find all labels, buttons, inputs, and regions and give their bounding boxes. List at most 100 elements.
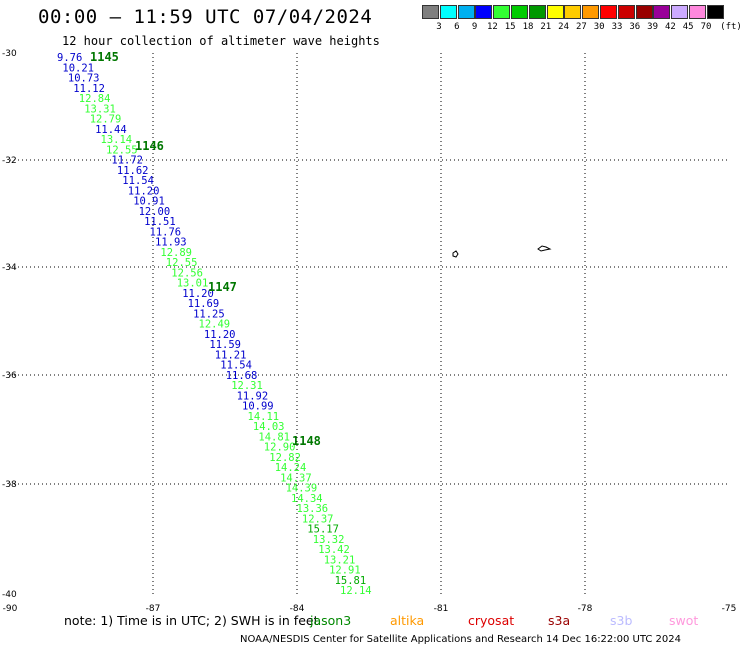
island-small <box>452 250 459 258</box>
swh-value: 13.32 <box>313 534 345 546</box>
swh-value: 11.92 <box>237 390 269 402</box>
swh-value: 13.14 <box>101 134 133 146</box>
swh-value: 12.91 <box>329 565 361 577</box>
swh-value: 12.89 <box>160 247 192 259</box>
swh-value: 11.69 <box>188 298 220 310</box>
swh-value: 11.25 <box>193 308 225 320</box>
satellite-jason3: jason3 <box>310 613 352 628</box>
scale-label: 45 <box>682 22 694 32</box>
swh-value: 13.36 <box>297 503 329 515</box>
swh-value: 11.51 <box>144 216 176 228</box>
swh-value: 11.12 <box>73 83 105 95</box>
lon-label: -84 <box>290 604 305 614</box>
scale-label: 70 <box>700 22 712 32</box>
swh-value: 12.55 <box>166 257 198 269</box>
scale-label: 30 <box>593 22 605 32</box>
scale-label: 39 <box>647 22 659 32</box>
satellite-s3b: s3b <box>610 613 633 628</box>
scale-swatch <box>706 5 724 19</box>
credit-line: NOAA/NESDIS Center for Satellite Applica… <box>240 634 682 645</box>
scale-label: 6 <box>454 22 460 32</box>
scale-swatch <box>689 5 706 19</box>
swh-value: 11.72 <box>111 155 143 167</box>
swh-value: 12.79 <box>90 114 122 126</box>
swh-value: 11.20 <box>204 329 236 341</box>
satellite-cryosat: cryosat <box>468 613 515 628</box>
swh-value: 15.81 <box>335 575 367 587</box>
lat-label: -32 <box>2 156 17 166</box>
swh-value: 11.44 <box>95 124 127 136</box>
scale-swatch <box>546 5 564 19</box>
scale-swatch <box>617 5 635 19</box>
swh-value: 14.34 <box>291 493 323 505</box>
scale-swatch <box>493 5 511 19</box>
satellite-swot: swot <box>669 613 699 628</box>
pass-number: 1145 <box>90 50 119 64</box>
swh-value: 13.21 <box>324 554 356 566</box>
swh-value: 14.39 <box>286 483 318 495</box>
swh-value: 10.21 <box>62 62 94 74</box>
axis-labels: -90 -87 -84 -81 -78 -75 -30 -32 -34 -36 -38 -40 <box>2 49 736 614</box>
scale-swatch <box>653 5 671 19</box>
swh-value: 14.24 <box>275 462 307 474</box>
swh-value: 12.84 <box>79 93 111 105</box>
swh-value: 12.56 <box>171 267 203 279</box>
swh-value: 12.31 <box>231 380 263 392</box>
scale-swatch <box>564 5 582 19</box>
swh-value: 11.68 <box>226 370 258 382</box>
lat-label: -38 <box>2 480 17 490</box>
swh-value: 9.76 <box>57 52 82 64</box>
swh-value: 11.20 <box>128 185 160 197</box>
swh-value: 13.42 <box>318 544 350 556</box>
scale-swatch <box>475 5 493 19</box>
swh-value: 11.20 <box>182 288 214 300</box>
scale-swatch <box>635 5 653 19</box>
swh-value: 10.73 <box>68 73 100 85</box>
swh-value: 12.55 <box>106 144 138 156</box>
scale-label: 36 <box>629 22 641 32</box>
swh-value: 12.00 <box>139 206 171 218</box>
swh-value: 14.03 <box>253 421 285 433</box>
scale-swatch <box>439 5 457 19</box>
swh-value: 11.54 <box>220 360 252 372</box>
swh-value: 10.91 <box>133 196 165 208</box>
lon-label: -87 <box>146 604 161 614</box>
scale-label: 27 <box>575 22 587 32</box>
scale-label: 42 <box>664 22 676 32</box>
scale-unit: (ft) <box>720 22 740 32</box>
swh-value: 12.90 <box>264 442 296 454</box>
swh-value: 12.82 <box>269 452 301 464</box>
scale-swatch <box>511 5 528 19</box>
swh-value: 11.54 <box>122 175 154 187</box>
scale-swatch <box>600 5 617 19</box>
swh-value: 13.01 <box>177 278 209 290</box>
swh-value: 12.37 <box>302 513 334 525</box>
satellite-altika: altika <box>390 613 425 628</box>
scale-label: 3 <box>436 22 442 32</box>
pass-labels: 1145 1146 1147 1148 <box>90 50 321 448</box>
lat-label: -36 <box>2 371 17 381</box>
swh-value: 11.62 <box>117 165 149 177</box>
scale-label: 21 <box>540 22 552 32</box>
scale-swatch <box>457 5 475 19</box>
coastline <box>452 245 552 258</box>
lon-label: -78 <box>578 604 593 614</box>
lat-label: -30 <box>2 49 17 59</box>
lon-label: -75 <box>722 604 737 614</box>
swh-value: 15.17 <box>307 524 339 536</box>
swh-value: 12.14 <box>340 585 372 597</box>
swh-value: 11.59 <box>209 339 241 351</box>
scale-swatch <box>582 5 600 19</box>
scale-swatch <box>671 5 689 19</box>
map-subtitle: 12 hour collection of altimeter wave hei… <box>62 34 380 48</box>
island-coast <box>537 245 552 252</box>
scale-label: 33 <box>611 22 623 32</box>
map-title: 00:00 – 11:59 UTC 07/04/2024 <box>38 6 373 28</box>
swh-value: 14.37 <box>280 472 312 484</box>
scale-label: 24 <box>558 22 570 32</box>
scale-swatch <box>422 5 439 19</box>
swh-value: 12.49 <box>199 319 231 331</box>
lon-label: -90 <box>3 604 18 614</box>
lon-label: -81 <box>434 604 449 614</box>
